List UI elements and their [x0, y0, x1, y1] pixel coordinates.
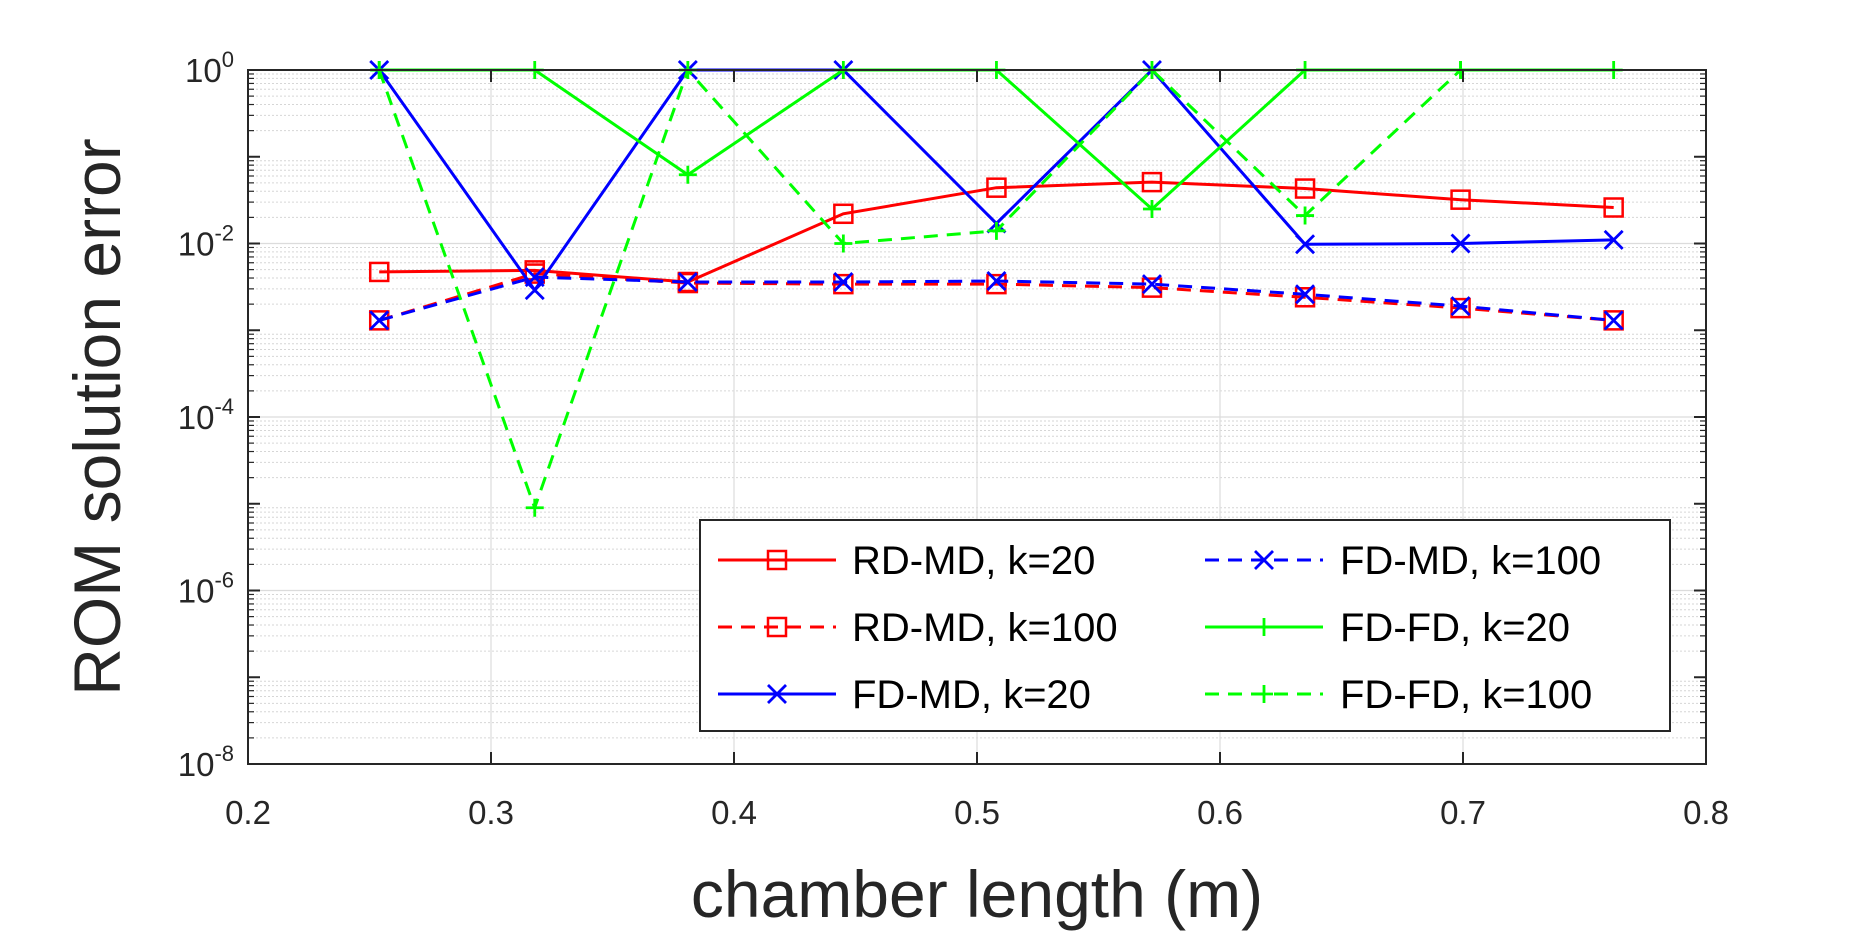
marker-plus [1255, 618, 1273, 636]
marker-x [1450, 233, 1471, 254]
marker-square [986, 177, 1007, 198]
legend-label: RD-MD, k=100 [852, 606, 1118, 650]
legend-box [699, 519, 1671, 732]
marker-x [1603, 229, 1624, 250]
legend-label: FD-MD, k=20 [852, 673, 1091, 717]
marker-square [1294, 287, 1316, 308]
legend: RD-MD, k=20 RD-MD, k=100 FD-MD, k=20 FD-MD,… [699, 519, 1671, 732]
marker-x [1141, 274, 1162, 295]
marker-square [1141, 277, 1163, 298]
marker-square [1141, 171, 1163, 193]
marker-x [524, 267, 545, 288]
marker-plus [834, 234, 853, 253]
marker-square [1450, 297, 1471, 319]
series-line [378, 272, 1614, 322]
marker-x [369, 310, 390, 331]
marker-plus [1142, 199, 1161, 218]
y-tick-labels: 10-8 10-6 10-4 10-2 100 [178, 47, 234, 783]
ticks-layer [247, 69, 1707, 765]
x-tick-label: 0.3 [468, 794, 514, 831]
marker-x [833, 272, 854, 292]
legend-label: FD-MD, k=100 [1340, 539, 1601, 583]
marker-plus [678, 165, 697, 184]
legend-entry: FD-MD, k=100 [1205, 539, 1601, 583]
marker-x [1450, 296, 1471, 317]
marker-square [1450, 189, 1471, 210]
series-line [377, 67, 1462, 513]
series-layer [368, 60, 1624, 517]
x-tick-label: 0.8 [1683, 794, 1729, 831]
marker-square [833, 203, 854, 225]
legend-entry: RD-MD, k=100 [718, 606, 1118, 650]
marker-square [368, 261, 390, 283]
y-tick-label: 10-8 [178, 741, 234, 783]
marker-x [767, 684, 787, 704]
marker-square [368, 310, 390, 331]
marker-square [833, 273, 854, 295]
marker-plus [525, 498, 544, 517]
y-axis-label: ROM solution error [60, 138, 134, 696]
legend-entry: RD-MD, k=20 [718, 539, 1095, 583]
marker-square [766, 549, 788, 571]
x-axis-label: chamber length (m) [691, 857, 1263, 931]
legend-label: RD-MD, k=20 [852, 539, 1095, 583]
legend-label: FD-FD, k=20 [1340, 606, 1570, 650]
marker-square [986, 273, 1007, 295]
legend-entry: FD-FD, k=100 [1205, 673, 1592, 717]
marker-plus [1296, 206, 1315, 225]
x-tick-labels: 0.2 0.3 0.4 0.5 0.6 0.7 0.8 [225, 794, 1729, 831]
x-tick-label: 0.5 [954, 794, 1000, 831]
marker-x [986, 270, 1007, 291]
legend-entry: FD-FD, k=20 [1205, 606, 1570, 650]
marker-square [766, 616, 788, 638]
series-fd-md-k-100 [369, 267, 1624, 331]
x-tick-label: 0.6 [1197, 794, 1243, 831]
y-tick-label: 100 [185, 47, 234, 89]
legend-entry: FD-MD, k=20 [718, 673, 1091, 717]
marker-square [1603, 197, 1624, 218]
x-tick-label: 0.7 [1440, 794, 1486, 831]
x-tick-label: 0.4 [711, 794, 757, 831]
marker-x [677, 272, 698, 292]
y-tick-label: 10-4 [178, 394, 234, 436]
legend-label: FD-FD, k=100 [1340, 673, 1592, 717]
marker-plus [987, 221, 1006, 240]
marker-square [524, 263, 545, 284]
y-tick-label: 10-6 [178, 568, 234, 610]
x-tick-label: 0.2 [225, 794, 271, 831]
marker-plus [1255, 685, 1273, 703]
y-tick-label: 10-2 [178, 221, 234, 263]
series-line [379, 180, 1614, 284]
marker-x [1295, 234, 1316, 255]
marker-square [1294, 178, 1316, 199]
marker-x [1603, 310, 1624, 331]
marker-x [1295, 284, 1316, 305]
marker-x [1254, 550, 1274, 570]
